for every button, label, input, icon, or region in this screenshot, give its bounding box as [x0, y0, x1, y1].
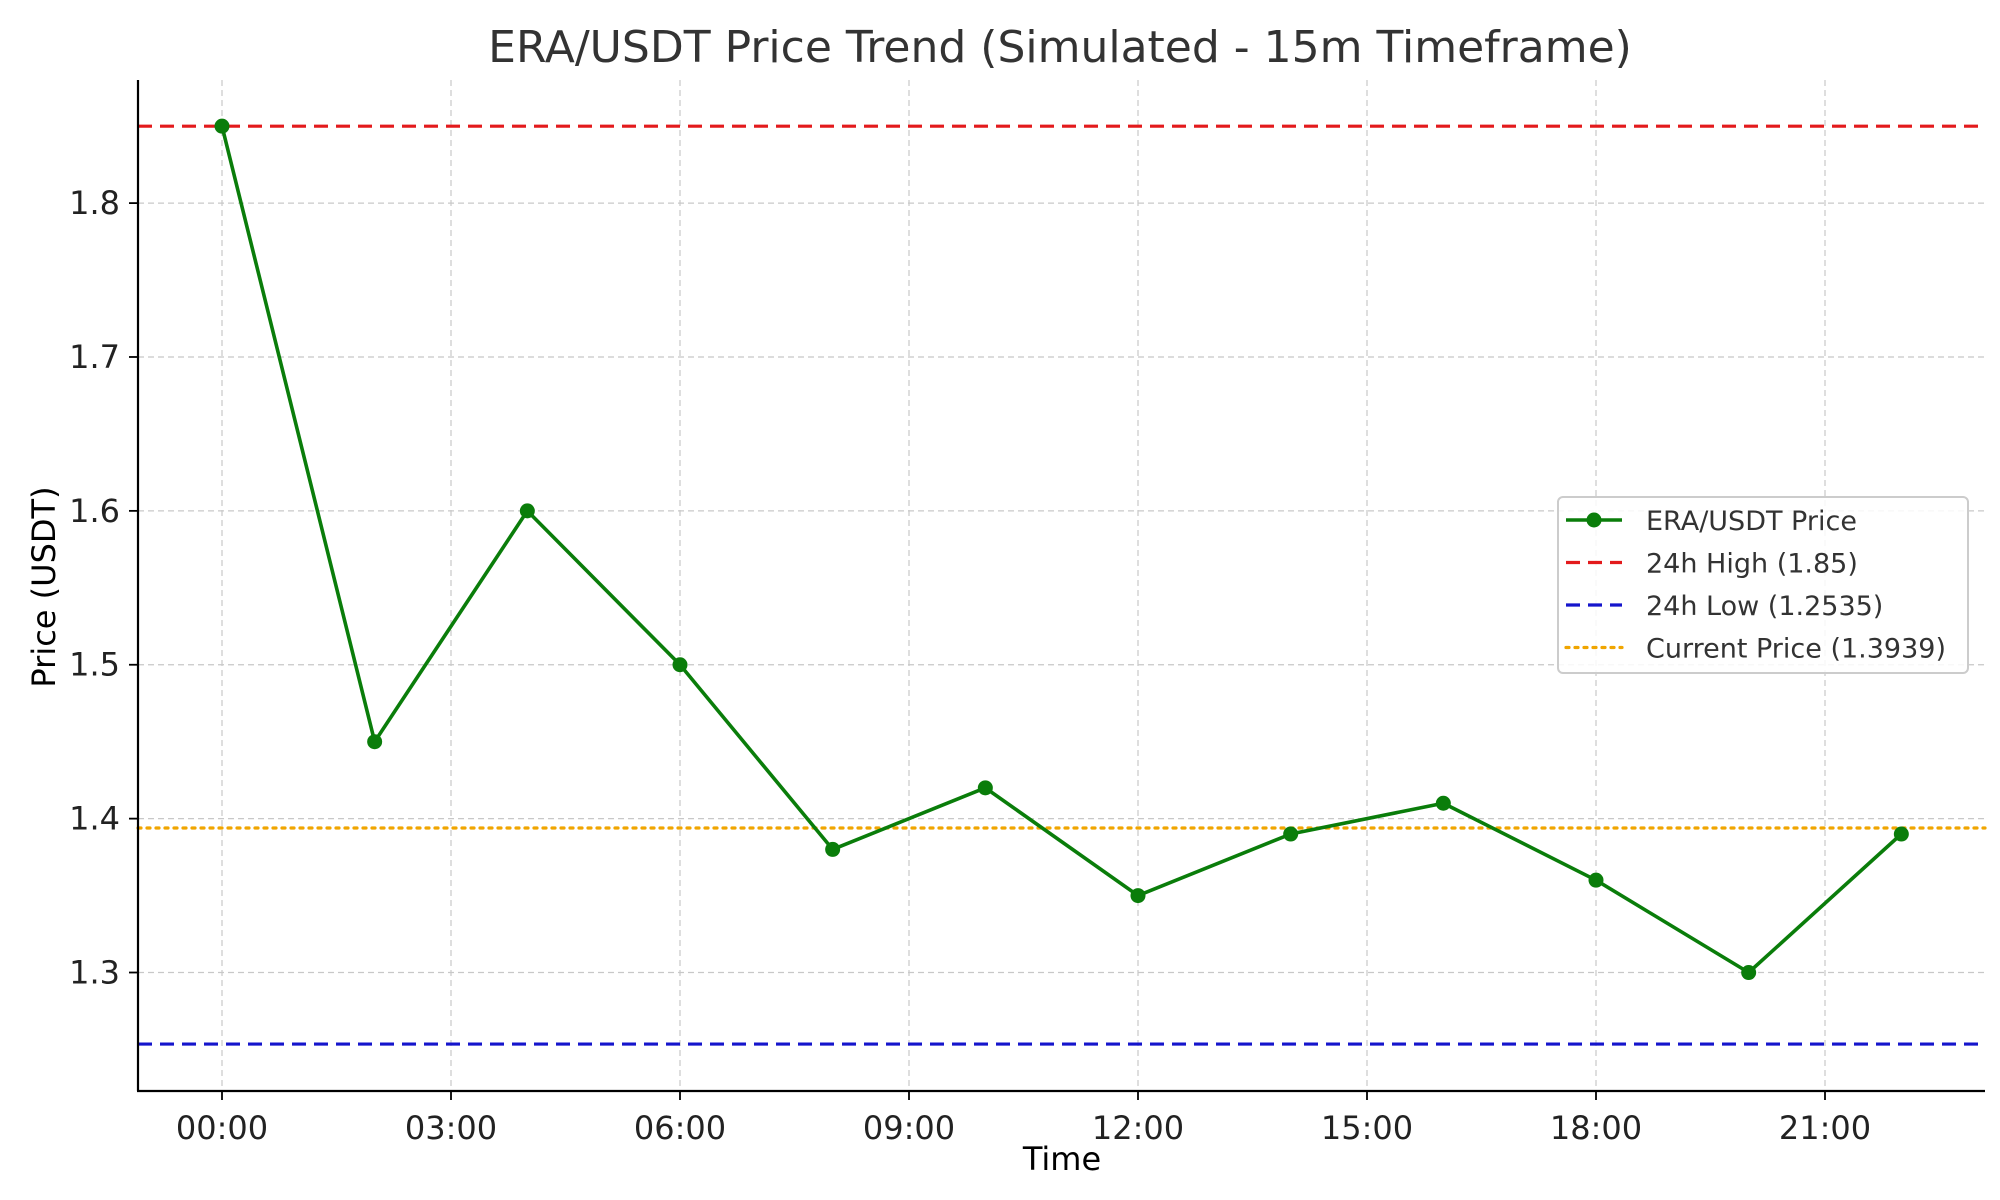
legend-label: Current Price (1.3939) [1646, 634, 1946, 665]
data-point [1588, 872, 1604, 888]
data-point [367, 734, 383, 750]
legend: ERA/USDT Price 24h High (1.85) 24h Low (1.… [1557, 496, 1969, 674]
reference-lines [136, 124, 1987, 1046]
data-point [672, 657, 688, 673]
series-line [220, 125, 1903, 975]
data-point [1893, 826, 1909, 842]
y-tick-label: 1.6 [69, 492, 120, 530]
legend-label: 24h High (1.85) [1646, 549, 1858, 580]
chart-title: ERA/USDT Price Trend (Simulated - 15m Ti… [488, 22, 1632, 73]
y-tick-label: 1.3 [69, 954, 120, 992]
x-tick-label: 12:00 [1092, 1109, 1184, 1147]
data-point [977, 780, 993, 796]
data-point [214, 118, 230, 134]
x-tick-label: 15:00 [1321, 1109, 1413, 1147]
x-tick-label: 03:00 [405, 1109, 497, 1147]
legend-label: 24h Low (1.2535) [1646, 591, 1883, 622]
grid-lines [138, 80, 1985, 1091]
data-point [825, 841, 841, 857]
y-tick-label: 1.4 [69, 800, 120, 838]
data-point [1741, 965, 1757, 981]
data-point [1283, 826, 1299, 842]
data-point [519, 503, 535, 519]
legend-marker [1586, 512, 1602, 528]
x-tick-label: 06:00 [634, 1109, 726, 1147]
price-series [214, 118, 1909, 981]
legend-label: ERA/USDT Price [1646, 506, 1857, 537]
y-tick-label: 1.5 [69, 646, 120, 684]
x-tick-label: 18:00 [1550, 1109, 1642, 1147]
y-tick-label: 1.7 [69, 338, 120, 376]
y-axis-label: Price (USDT) [25, 486, 63, 687]
x-tick-label: 00:00 [176, 1109, 268, 1147]
x-tick-label: 09:00 [863, 1109, 955, 1147]
x-axis-label: Time [1022, 1140, 1101, 1178]
legend-box [1557, 496, 1969, 674]
x-axis-ticks: 00:00 03:00 06:00 09:00 12:00 15:00 18:00 21:00 [176, 1091, 1871, 1147]
x-tick-label: 21:00 [1779, 1109, 1871, 1147]
data-point [1130, 888, 1146, 904]
y-tick-label: 1.8 [69, 184, 120, 222]
y-axis-ticks: 1.3 1.4 1.5 1.6 1.7 1.8 [69, 184, 138, 992]
data-point [1435, 795, 1451, 811]
